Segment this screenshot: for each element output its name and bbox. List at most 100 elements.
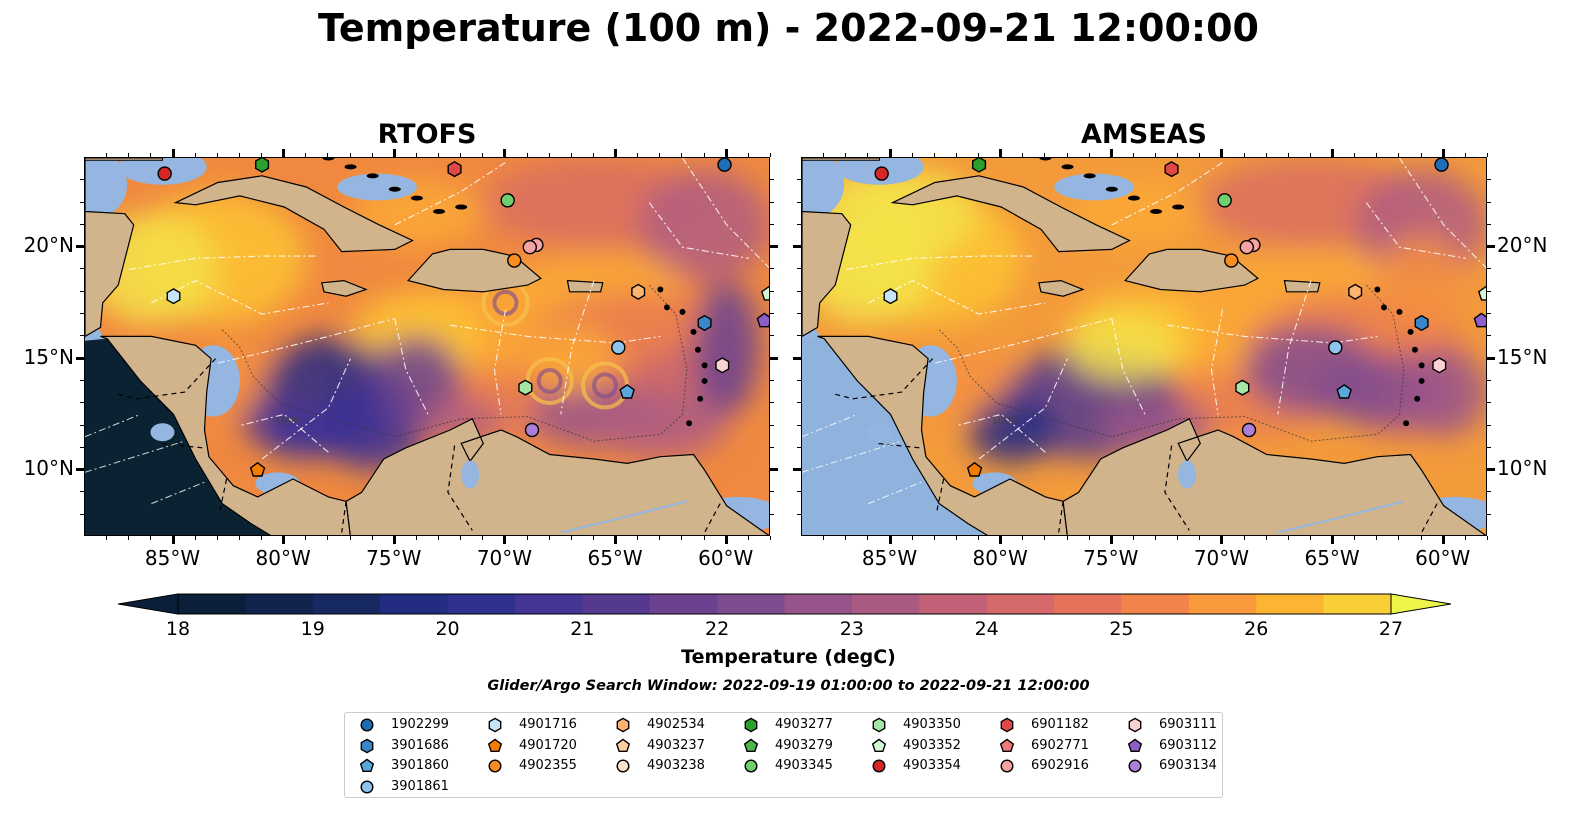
x-minor-tick — [867, 153, 869, 157]
colorbar-segment — [649, 594, 718, 614]
x-minor-tick — [867, 536, 869, 540]
legend-marker — [360, 779, 374, 794]
y-minor-tick — [770, 201, 774, 203]
legend-marker — [872, 717, 886, 733]
y-tick-mark — [793, 356, 801, 360]
x-minor-tick — [1066, 153, 1068, 157]
x-minor-tick — [216, 536, 218, 540]
eez-boundary — [1277, 280, 1312, 415]
x-minor-tick — [637, 153, 639, 157]
x-minor-tick — [1088, 536, 1090, 540]
x-minor-tick — [1376, 536, 1378, 540]
y-tick-mark — [793, 468, 801, 472]
y-minor-tick — [770, 179, 774, 181]
legend-item-4903237: 4903237 — [615, 737, 735, 755]
y-minor-tick — [770, 335, 774, 337]
eez-boundary — [1111, 318, 1146, 415]
temperature-blob — [967, 396, 1057, 464]
x-minor-tick — [637, 536, 639, 540]
y-minor-tick — [770, 424, 774, 426]
island — [455, 204, 468, 210]
eez-boundary — [450, 324, 661, 344]
legend-item-3901860: 3901860 — [359, 757, 479, 775]
colorbar-segment — [178, 594, 246, 614]
legend-marker — [616, 759, 630, 773]
eddy-swirl — [492, 289, 519, 316]
pentagon-icon — [1127, 738, 1143, 752]
eez-boundary — [846, 255, 1035, 271]
x-minor-tick — [438, 536, 440, 540]
x-minor-tick — [1000, 536, 1002, 540]
y-minor-tick — [80, 313, 84, 315]
x-tick-mark — [888, 536, 892, 544]
x-minor-tick — [150, 536, 152, 540]
island — [1414, 395, 1421, 402]
legend-item-6903112: 6903112 — [1127, 737, 1247, 755]
y-minor-tick — [1487, 491, 1491, 493]
y-minor-tick — [770, 313, 774, 315]
colorbar-segment — [1121, 594, 1190, 614]
island — [1411, 346, 1418, 353]
y-minor-tick — [80, 268, 84, 270]
island — [697, 395, 704, 402]
x-minor-tick — [1420, 153, 1422, 157]
land-puerto-rico — [1283, 279, 1321, 293]
temperature-blob — [1399, 347, 1486, 437]
x-minor-tick — [681, 536, 683, 540]
x-minor-tick — [1221, 536, 1223, 540]
legend-marker — [488, 759, 502, 773]
legend-label: 4903277 — [775, 717, 833, 732]
float-marker-6903111 — [1432, 357, 1447, 374]
eez-boundary — [129, 255, 318, 271]
float-legend: 1902299 3901686 3901860 3901861 4901716 49017… — [344, 712, 1223, 798]
temperature-blob — [593, 392, 727, 459]
legend-item-4903352: 4903352 — [871, 737, 991, 755]
x-minor-tick — [570, 536, 572, 540]
legend-label: 4903354 — [903, 758, 961, 773]
legend-item-6901182: 6901182 — [999, 716, 1119, 734]
colorbar-segment — [380, 594, 449, 614]
y-minor-tick — [1487, 513, 1491, 515]
legend-marker — [744, 759, 758, 773]
y-minor-tick — [770, 446, 774, 448]
island — [1061, 164, 1074, 170]
y-minor-tick — [797, 179, 801, 181]
island — [1127, 195, 1140, 201]
x-minor-tick — [106, 536, 108, 540]
temperature-blob — [1067, 314, 1179, 381]
float-marker-4902534 — [1348, 283, 1363, 300]
x-minor-tick — [1088, 153, 1090, 157]
panel-title-rtofs: RTOFS — [377, 119, 477, 150]
y-minor-tick — [797, 379, 801, 381]
x-minor-tick — [1022, 536, 1024, 540]
land-south-america — [345, 417, 769, 535]
pentagon-icon — [999, 738, 1015, 752]
x-tick-label: 60°W — [698, 546, 754, 570]
y-minor-tick — [797, 290, 801, 292]
float-marker-4903354 — [874, 166, 889, 181]
colorbar-segment — [1256, 594, 1325, 614]
legend-item-4901720: 4901720 — [487, 737, 607, 755]
y-minor-tick — [1487, 313, 1491, 315]
x-minor-tick — [349, 153, 351, 157]
y-minor-tick — [770, 223, 774, 225]
lake-nicaragua — [867, 423, 892, 442]
x-minor-tick — [1464, 153, 1466, 157]
contour-label: -1000 — [271, 415, 300, 426]
island — [388, 186, 401, 192]
colorbar-segment — [1188, 594, 1257, 614]
island — [1172, 204, 1185, 210]
y-tick-mark — [1487, 356, 1495, 360]
x-minor-tick — [1332, 536, 1334, 540]
x-minor-tick — [128, 536, 130, 540]
float-marker-6901182 — [1164, 160, 1179, 178]
land-top-left — [802, 158, 880, 161]
hexagon-icon — [616, 717, 630, 733]
x-minor-tick — [933, 153, 935, 157]
contour-label: -1000 — [988, 415, 1017, 426]
x-minor-tick — [194, 153, 196, 157]
float-marker-1902299 — [717, 158, 732, 172]
legend-item-4902355: 4902355 — [487, 757, 607, 775]
country-border — [118, 358, 217, 400]
y-tick-label-left: 10°N — [23, 456, 74, 481]
